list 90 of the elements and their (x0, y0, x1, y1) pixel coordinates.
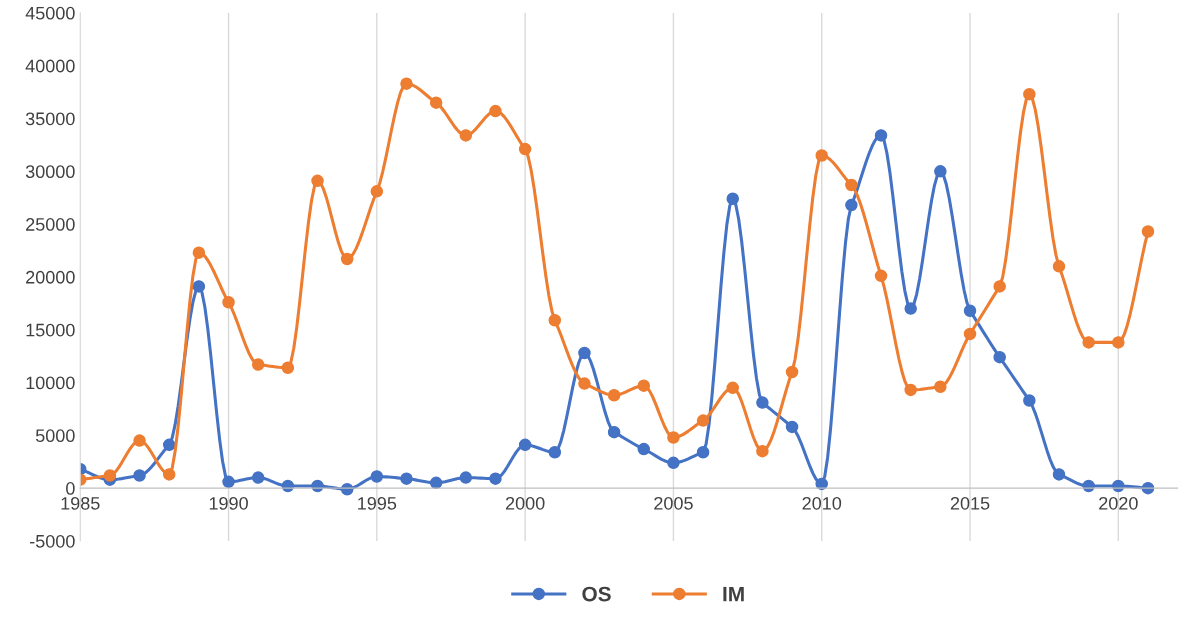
x-tick-label: 2020 (1099, 496, 1138, 510)
point (1082, 336, 1095, 349)
point (696, 445, 710, 459)
x-tick-label: 2005 (654, 496, 693, 510)
point (1023, 394, 1036, 407)
point (400, 472, 413, 485)
point (311, 174, 324, 188)
point (815, 477, 828, 491)
point (667, 431, 680, 444)
point (1141, 481, 1155, 495)
y-tick-label: -5000 (30, 534, 75, 548)
point (874, 269, 888, 283)
x-tick-label: 2015 (950, 496, 990, 510)
point (340, 252, 354, 266)
point (459, 471, 473, 484)
point (192, 246, 206, 259)
point (518, 438, 532, 452)
point (607, 425, 621, 439)
point (993, 280, 1006, 293)
point (874, 129, 888, 142)
point (756, 444, 769, 458)
point (934, 165, 947, 178)
point (904, 302, 917, 315)
point (103, 469, 117, 482)
x-tick-label: 2000 (505, 496, 545, 510)
y-tick-label: 40000 (25, 59, 75, 73)
point (963, 327, 977, 341)
point (845, 178, 858, 192)
point (133, 469, 146, 482)
x-tick-label: 1990 (209, 496, 248, 510)
point (934, 380, 947, 394)
point (1023, 87, 1036, 101)
point (548, 445, 562, 459)
point (1052, 468, 1066, 481)
point (637, 442, 651, 456)
point (696, 414, 710, 427)
point (785, 420, 799, 434)
point (162, 438, 176, 452)
point (489, 472, 502, 485)
point (667, 456, 680, 470)
x-tick-label: 2010 (802, 496, 842, 510)
point (281, 361, 295, 375)
point (1141, 225, 1155, 238)
legend-label: OS (582, 586, 611, 602)
y-tick-label: 20000 (26, 270, 75, 284)
point (400, 77, 413, 90)
legend-label: IM (723, 586, 744, 602)
point (222, 475, 235, 489)
point (251, 471, 265, 484)
point (756, 396, 769, 409)
point (429, 96, 443, 109)
point (281, 479, 295, 493)
y-tick-label: 0 (66, 482, 75, 495)
point (133, 434, 146, 447)
point (1052, 260, 1066, 273)
point (726, 192, 739, 206)
point (370, 185, 384, 198)
point (370, 470, 384, 483)
point (726, 381, 739, 395)
point (311, 479, 324, 493)
point (578, 377, 591, 390)
point (578, 346, 591, 360)
point (162, 468, 176, 481)
point (548, 313, 562, 327)
point (1082, 479, 1095, 493)
point (815, 149, 828, 162)
y-tick-label: 35000 (25, 112, 75, 126)
y-tick-label: 5000 (35, 429, 75, 443)
point (192, 280, 206, 293)
x-tick-label: 1995 (358, 496, 397, 510)
y-tick-label: 10000 (26, 376, 75, 390)
point (251, 358, 265, 371)
point (489, 104, 502, 118)
point (222, 296, 235, 309)
point (904, 383, 917, 397)
point (459, 129, 473, 142)
point (607, 388, 621, 402)
point (637, 379, 651, 392)
y-tick-label: 15000 (26, 323, 75, 337)
y-tick-label: 30000 (25, 165, 75, 179)
point (429, 476, 443, 490)
point (845, 198, 858, 212)
y-tick-label: 45000 (25, 6, 75, 20)
point (518, 142, 532, 156)
point (993, 350, 1006, 364)
point (785, 365, 799, 379)
point (963, 304, 977, 317)
x-tick-label: 1985 (61, 496, 100, 510)
y-tick-label: 25000 (26, 218, 75, 231)
point (1112, 336, 1125, 349)
